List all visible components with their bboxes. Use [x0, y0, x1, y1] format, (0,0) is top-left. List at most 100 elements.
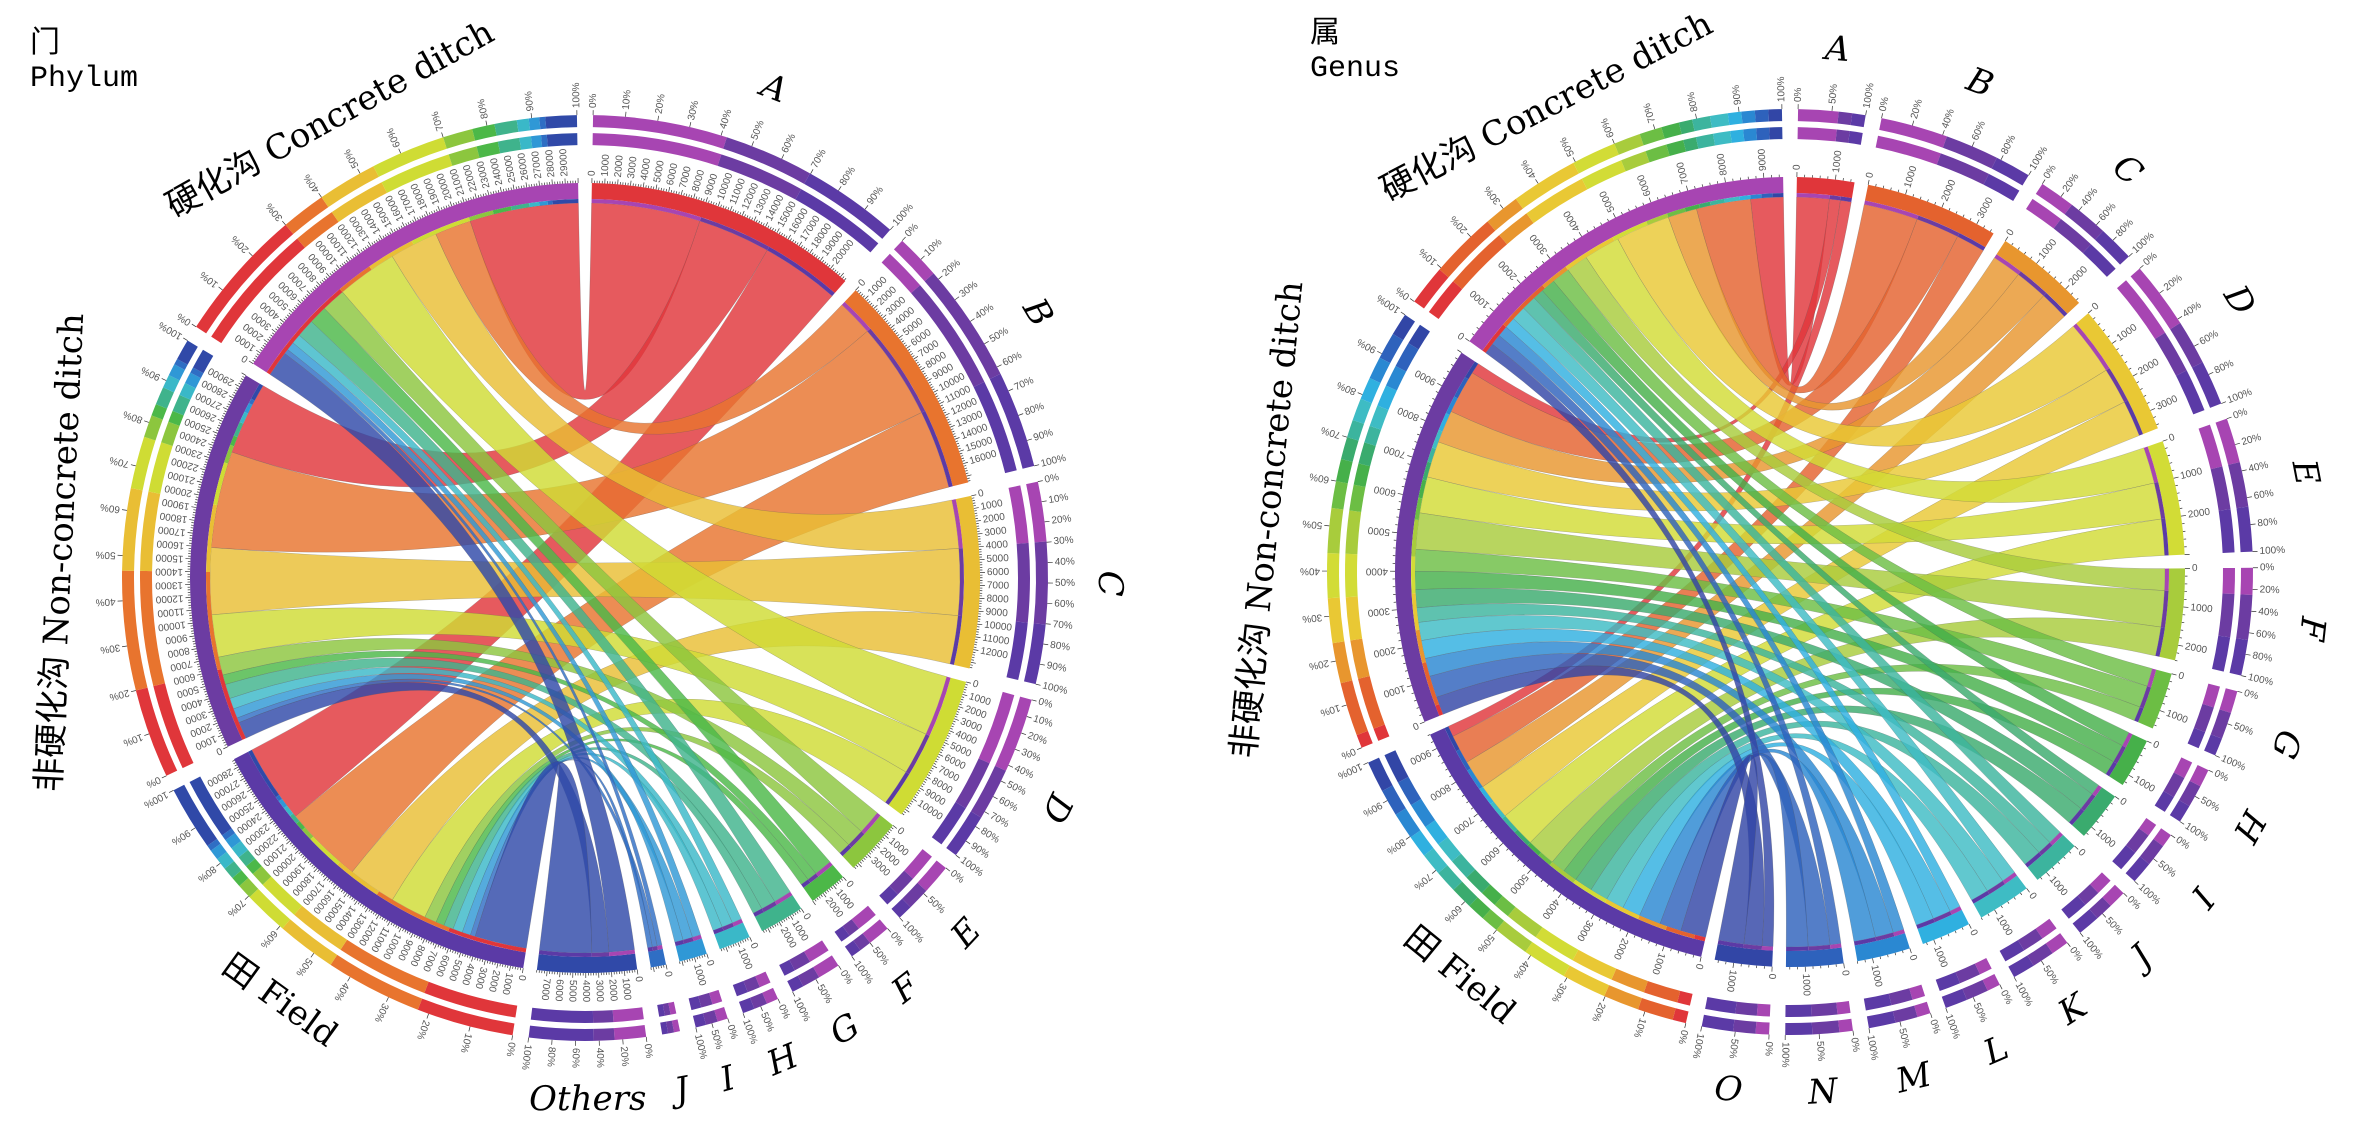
- tick-mark: [2102, 329, 2106, 332]
- tick-mark: [950, 428, 954, 430]
- tick-mark: [1648, 197, 1652, 203]
- outer-ring-2-part: [224, 861, 242, 879]
- tick-mark: [203, 688, 206, 690]
- tick-mark: [673, 190, 675, 194]
- outer-ring-2-part: [1701, 1014, 1735, 1032]
- percent-label: 70%: [809, 147, 828, 170]
- tick-mark: [307, 861, 310, 864]
- tick-mark: [794, 240, 797, 244]
- percent-label: 100%: [1776, 76, 1787, 102]
- tick-label: 1000: [1868, 964, 1883, 988]
- segment-band-non-concrete-ditch: [190, 375, 260, 747]
- tick-mark: [954, 715, 958, 718]
- outer-ring-2-part: [592, 115, 727, 149]
- tick-mark: [321, 873, 324, 876]
- tick-label: 11000: [156, 605, 184, 618]
- outer-ring-1-part: [331, 182, 388, 222]
- tick-mark: [642, 182, 645, 188]
- outer-ring-2-part: [593, 1028, 615, 1041]
- percent-tick: [1382, 800, 1388, 804]
- tick-mark: [1642, 202, 1645, 206]
- tick-mark: [923, 780, 927, 783]
- tick-label: 7000: [1675, 160, 1692, 185]
- tick-mark: [221, 737, 224, 739]
- tick-mark: [2074, 845, 2079, 850]
- tick-mark: [758, 220, 761, 224]
- tick-mark: [684, 960, 686, 963]
- tick-mark: [971, 656, 975, 659]
- segment-inner-strip: [547, 200, 553, 205]
- outer-ring-1-part: [851, 905, 876, 929]
- outer-ring-1-part: [262, 876, 302, 915]
- tick-mark: [927, 378, 932, 382]
- percent-tick: [1330, 660, 1336, 663]
- tick-mark: [489, 961, 491, 965]
- segment-inner-strip: [1666, 207, 1686, 218]
- outer-ring-2-part: [1023, 623, 1046, 685]
- tick-mark: [263, 339, 269, 343]
- segment-inner-strip: [337, 861, 379, 895]
- percent-label: 100%: [1943, 1013, 1962, 1041]
- segment-band-e: [2147, 441, 2185, 556]
- percent-label: 10%: [1319, 702, 1341, 718]
- tick-mark: [1648, 941, 1650, 944]
- percent-tick: [2235, 442, 2241, 445]
- tick-mark: [811, 252, 814, 255]
- tick-mark: [1416, 707, 1420, 709]
- percent-label: 100%: [519, 1044, 533, 1071]
- tick-mark: [813, 253, 816, 257]
- outer-ring-2-part: [1347, 419, 1365, 441]
- segment-band-j: [648, 948, 667, 968]
- percent-label: 60%: [780, 132, 799, 155]
- percent-tick: [954, 296, 960, 301]
- tick-mark: [325, 276, 328, 279]
- percent-label: 0%: [725, 1023, 740, 1040]
- tick-mark: [636, 969, 639, 975]
- tick-mark: [800, 245, 803, 248]
- segment-inner-strip: [885, 772, 910, 805]
- tick-mark: [196, 663, 200, 665]
- tick-label: 0: [747, 941, 759, 951]
- outer-ring-1-part: [1395, 343, 1419, 372]
- tick-mark: [196, 480, 202, 483]
- percent-label: 0%: [2067, 945, 2085, 963]
- outer-ring-1-part: [221, 828, 236, 841]
- percent-tick: [1930, 1013, 1933, 1019]
- tick-mark: [373, 240, 376, 244]
- percent-tick: [984, 340, 989, 345]
- tick-mark: [1573, 238, 1576, 241]
- tick-mark: [1435, 391, 1439, 393]
- tick-mark: [887, 322, 890, 325]
- outer-ring-1-part: [1499, 213, 1534, 245]
- percent-tick: [1972, 997, 1976, 1002]
- outer-ring-1-part: [1983, 173, 2020, 201]
- percent-tick: [993, 796, 998, 800]
- tick-mark: [457, 951, 459, 955]
- percent-tick: [1044, 520, 1050, 523]
- percent-label: 70%: [225, 897, 247, 919]
- tick-mark: [942, 409, 946, 412]
- taxon-label-i: I: [715, 1058, 740, 1101]
- percent-tick: [1493, 929, 1497, 935]
- tick-mark: [844, 277, 847, 281]
- tick-mark: [939, 401, 945, 405]
- tick-mark: [873, 304, 878, 309]
- taxon-label-e: E: [942, 910, 989, 956]
- tick-mark: [971, 494, 977, 497]
- outer-ring-2-part: [330, 954, 423, 1010]
- tick-mark: [919, 366, 922, 369]
- segment-inner-strip: [1724, 196, 1740, 203]
- segment-inner-strip: [767, 246, 835, 297]
- tick-mark: [960, 701, 963, 703]
- outer-ring-2-part: [995, 696, 1032, 771]
- tick-mark: [1465, 338, 1470, 342]
- outer-ring-2-part: [545, 115, 578, 129]
- tick-mark: [1486, 314, 1489, 318]
- tick-mark: [930, 386, 934, 389]
- tick-mark: [1897, 189, 1900, 193]
- tick-mark: [904, 344, 908, 347]
- tick-label: 3000: [1574, 918, 1595, 943]
- outer-ring-1-part: [2035, 918, 2057, 939]
- tick-mark: [351, 897, 354, 900]
- tick-mark: [1437, 383, 1442, 387]
